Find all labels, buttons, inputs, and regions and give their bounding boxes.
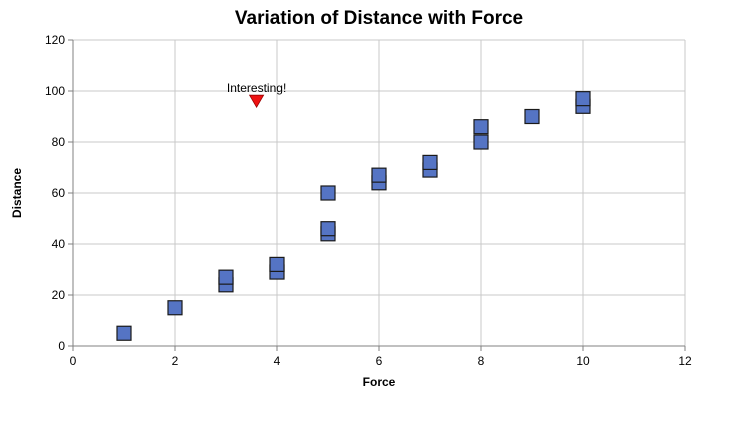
y-tick-label: 100 (45, 84, 65, 98)
data-point (422, 154, 438, 170)
data-point (473, 134, 489, 150)
annotation-label: Interesting! (227, 81, 286, 95)
data-point (320, 221, 336, 237)
data-point (167, 300, 183, 316)
y-tick-label: 40 (52, 237, 66, 251)
data-point (320, 185, 336, 201)
y-tick-label: 80 (52, 135, 66, 149)
grid-lines (73, 39, 686, 346)
chart-title: Variation of Distance with Force (235, 8, 523, 29)
data-point (116, 325, 132, 341)
axes (68, 39, 686, 351)
y-tick-label: 120 (45, 33, 65, 47)
data-point (371, 167, 387, 183)
x-tick-label: 6 (376, 354, 383, 368)
x-tick-label: 10 (576, 354, 590, 368)
y-tick-label: 60 (52, 186, 66, 200)
x-tick-label: 8 (478, 354, 485, 368)
y-axis-title: Distance (10, 168, 24, 218)
data-point (218, 269, 234, 285)
x-tick-label: 2 (172, 354, 179, 368)
data-point (269, 256, 285, 272)
annotation-marker (248, 94, 265, 108)
x-tick-label: 4 (274, 354, 281, 368)
data-points (116, 91, 591, 341)
data-point (575, 91, 591, 107)
data-point (473, 119, 489, 135)
y-tick-label: 0 (58, 339, 65, 353)
x-tick-label: 0 (70, 354, 77, 368)
data-point (524, 108, 540, 125)
annotation-layer: Interesting! (227, 81, 286, 108)
y-tick-label: 20 (52, 288, 66, 302)
x-axis-title: Force (363, 375, 396, 389)
x-tick-label: 12 (678, 354, 692, 368)
